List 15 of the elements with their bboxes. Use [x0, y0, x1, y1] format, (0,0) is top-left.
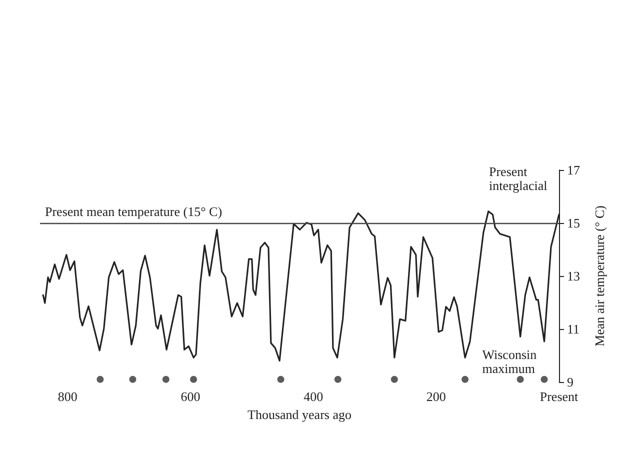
y-tick-label: 11 [567, 322, 580, 336]
x-tick-label: 400 [304, 389, 324, 404]
x-tick-label: 600 [180, 389, 200, 404]
x-tick-label: Present [540, 389, 579, 404]
y-tick-label: 9 [567, 374, 574, 390]
x-axis-title: Thousand years ago [248, 407, 352, 422]
x-tick-label: 800 [58, 389, 78, 404]
ref-line-label: Present mean temperature (15° C) [45, 204, 222, 219]
y-tick-label: 17 [567, 162, 580, 178]
y-axis-title: Mean air temperature (° C) [592, 206, 607, 346]
x-tick-label: 200 [426, 389, 446, 404]
y-tick-label: 13 [567, 268, 580, 284]
y-tick-label: 15 [567, 216, 580, 230]
annotation: Present interglacial [489, 164, 548, 194]
annotation: Wisconsin maximum [482, 346, 538, 376]
